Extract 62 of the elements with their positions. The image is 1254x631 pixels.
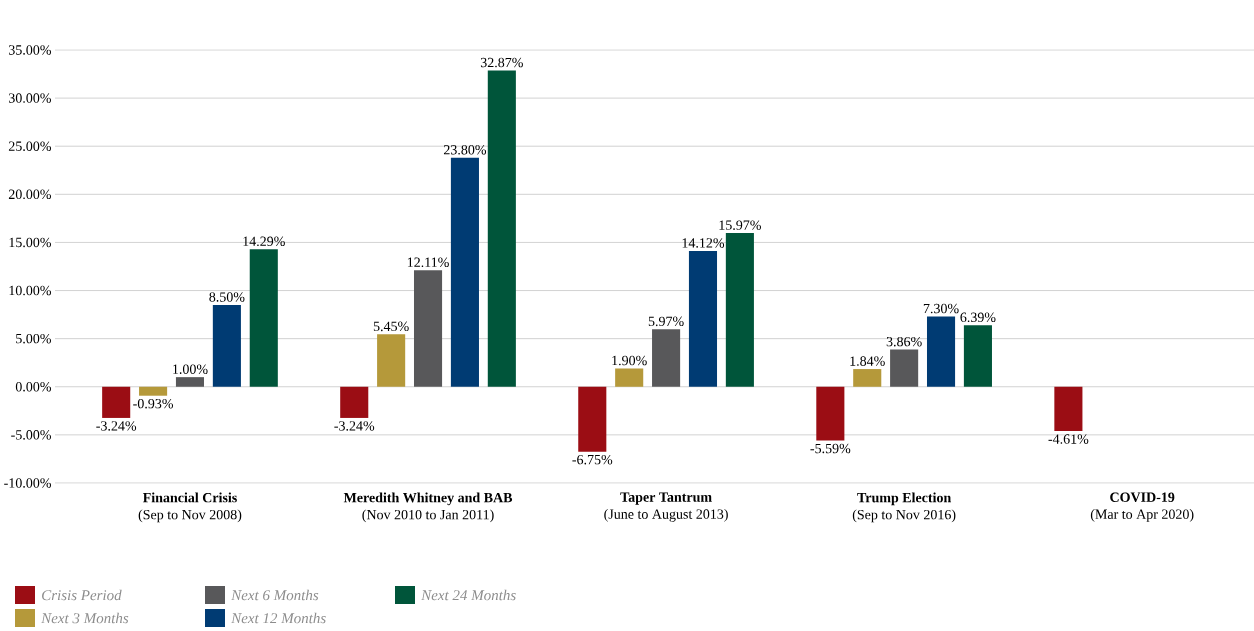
bar	[963, 325, 992, 387]
bar	[578, 386, 607, 452]
bar	[652, 329, 681, 387]
bar	[725, 233, 754, 387]
data-label: -5.59%	[810, 443, 851, 454]
data-label: 6.39%	[960, 312, 996, 323]
data-label: 1.90%	[612, 355, 647, 366]
legend-label: Next 6 Months	[231, 589, 319, 601]
x-tick-label: Financial Crisis (Sep to Nov 2008)	[138, 492, 242, 523]
y-tick-label: 30.00%	[8, 93, 51, 103]
y-tick-label: 25.00%	[8, 141, 51, 151]
data-label: 7.30%	[923, 303, 959, 314]
data-label: -6.75%	[572, 454, 613, 465]
data-label: 32.87%	[480, 57, 523, 68]
y-tick-label: 5.00%	[16, 333, 51, 344]
data-label: 14.12%	[682, 238, 725, 248]
data-label: 1.00%	[173, 364, 208, 374]
bar	[450, 157, 479, 387]
y-tick-label: 20.00%	[8, 189, 51, 200]
data-label: 3.86%	[886, 336, 922, 347]
bar	[890, 349, 919, 387]
data-label: -3.24%	[334, 421, 375, 431]
y-tick-label: 0.00%	[15, 382, 51, 392]
data-label: 23.80%	[443, 145, 487, 155]
bar	[377, 334, 406, 387]
y-tick-label: -10.00%	[4, 478, 51, 488]
data-label: 8.50%	[209, 292, 245, 302]
y-tick-label: -5.00%	[11, 430, 51, 440]
bar	[688, 250, 718, 387]
x-tick-label: COVID-19 (Mar to Apr 2020)	[1090, 492, 1194, 522]
bar	[413, 270, 443, 387]
data-label: -3.24%	[96, 421, 137, 431]
bar	[487, 70, 516, 387]
y-tick-label: 35.00%	[8, 45, 51, 55]
x-tick-label: Trump Election (Sep to Nov 2016)	[852, 492, 956, 523]
data-label: -4.61%	[1048, 434, 1089, 444]
x-tick-label: Meredith Whitney and BAB (Nov 2010 to Jan 2011)	[343, 492, 513, 523]
y-tick-label: 15.00%	[9, 237, 51, 248]
bar	[249, 249, 278, 387]
bar	[1054, 386, 1083, 432]
y-tick-label: 10.00%	[9, 285, 51, 296]
x-tick-label: Taper Tantrum (June to August 2013)	[604, 492, 728, 522]
bar	[615, 368, 644, 387]
data-label: -0.93%	[133, 398, 174, 409]
bar	[175, 377, 205, 387]
data-label: 15.97%	[719, 220, 761, 230]
legend-label: Next 3 Months	[41, 612, 129, 624]
data-label: 12.11%	[407, 257, 449, 268]
bar	[926, 316, 956, 387]
data-label: 1.84%	[850, 356, 885, 366]
legend-label: Next 24 Months	[421, 589, 516, 601]
bar	[139, 386, 168, 396]
bar	[340, 386, 369, 418]
data-label: 5.97%	[648, 316, 684, 327]
legend-label: Next 12 Months	[231, 612, 326, 624]
bar	[212, 304, 241, 387]
legend-label: Crisis Period	[42, 589, 122, 601]
bar	[853, 369, 882, 387]
bar	[816, 386, 845, 441]
data-label: 14.29%	[243, 236, 285, 247]
data-label: 5.45%	[373, 321, 409, 332]
bar	[102, 386, 131, 418]
